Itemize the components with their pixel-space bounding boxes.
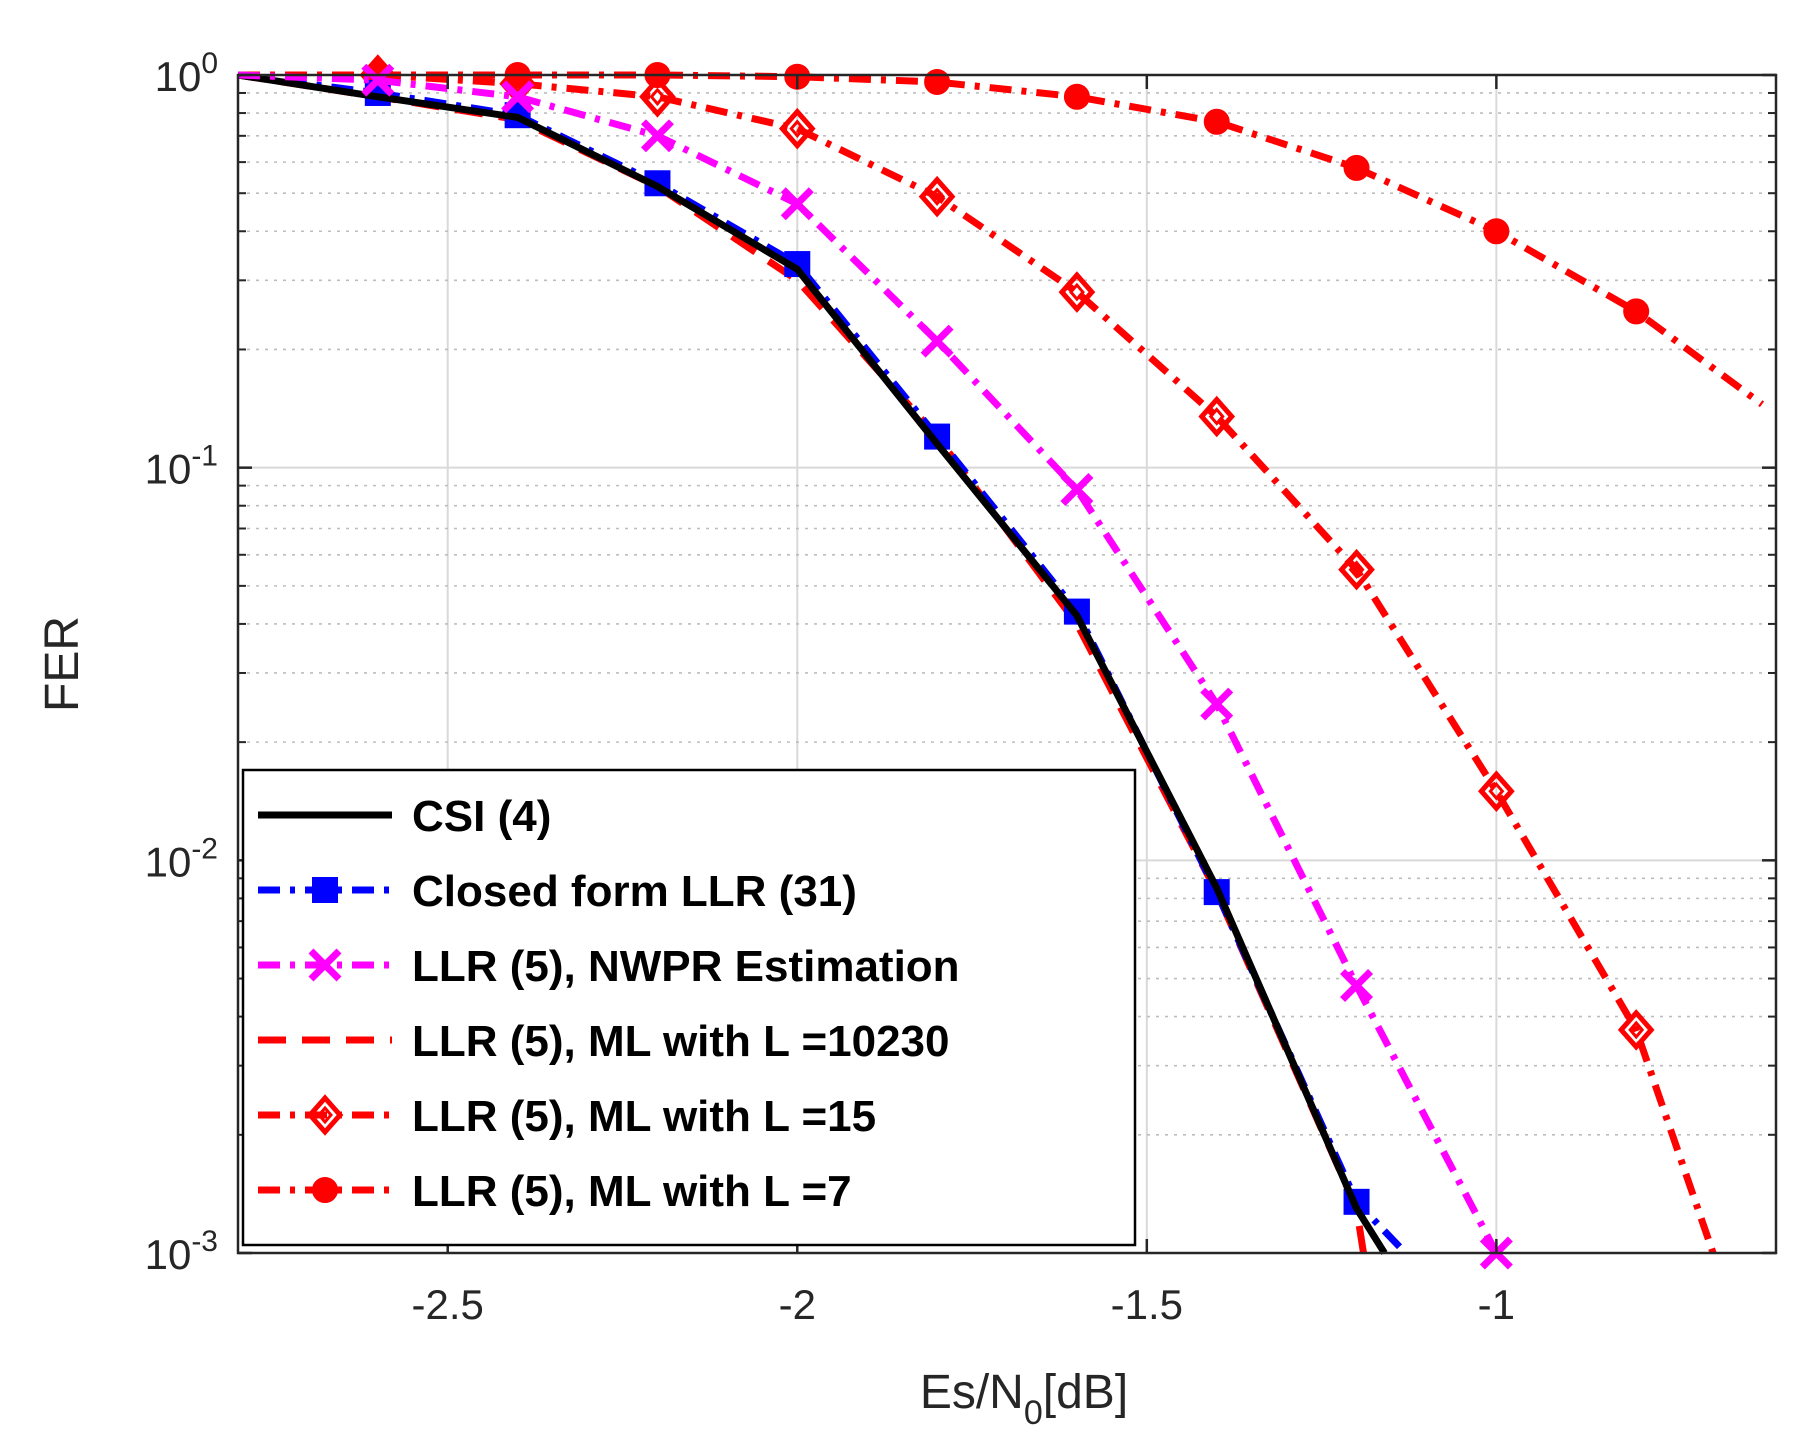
legend-marker — [312, 1177, 338, 1203]
legend-marker — [308, 948, 342, 982]
legend-label: LLR (5), ML with L =15 — [412, 1092, 876, 1141]
legend-entry: LLR (5), ML with L =7 — [258, 1167, 852, 1216]
data-point — [1060, 472, 1094, 506]
data-point — [1338, 548, 1375, 591]
x-axis-label: Es/N0[dB] — [920, 1366, 1128, 1432]
data-point — [1617, 1009, 1655, 1051]
diamond-outer — [778, 107, 816, 150]
series-line — [238, 71, 1717, 1255]
data-point — [920, 324, 954, 358]
data-point — [918, 175, 956, 218]
diamond-inner — [509, 74, 526, 94]
data-point — [924, 68, 951, 95]
diamond-outer — [639, 76, 676, 118]
legend-box — [241, 768, 1137, 1247]
data-point — [1343, 154, 1370, 181]
data-point — [1058, 271, 1096, 313]
legend-entry: LLR (5), NWPR Estimation — [258, 942, 960, 991]
tick-layer: -2.5 -2 -1.5 -1 100 10-1 10-2 10-3 — [145, 47, 1776, 1328]
diamond-inner — [789, 119, 806, 138]
x-stroke-b — [501, 80, 535, 114]
series-2 — [237, 63, 1513, 1270]
data-point — [640, 119, 674, 153]
data-point — [361, 63, 395, 97]
series-line — [237, 71, 1409, 1256]
legend-entry: LLR (5), ML with L =15 — [258, 1092, 876, 1141]
y-tick-label: 10-1 — [145, 440, 218, 493]
legend-marker — [312, 877, 338, 903]
series-0 — [237, 71, 1388, 1255]
legend-label: Closed form LLR (31) — [412, 867, 857, 916]
x-tick-label: -2 — [779, 1281, 816, 1328]
plot-frame — [236, 73, 1778, 1255]
x-tick-label: -2.5 — [412, 1281, 484, 1328]
y-tick-label: 100 — [155, 47, 218, 100]
legend-label: LLR (5), ML with L =10230 — [412, 1017, 950, 1066]
data-point — [639, 76, 676, 118]
series-line — [237, 71, 1500, 1255]
x-tick-label: -1.5 — [1111, 1281, 1183, 1328]
diamond-inner — [1488, 781, 1505, 801]
legend-entry: LLR (5), ML with L =10230 — [258, 1017, 950, 1066]
x-tick-label: -1 — [1478, 1281, 1515, 1328]
legend: CSI (4) Closed form LLR (31) LLR (5), NWPR… — [241, 768, 1137, 1247]
x-axis-label-main: Es/N — [920, 1366, 1024, 1419]
x-stroke-b — [1060, 472, 1094, 506]
data-point — [1063, 83, 1090, 110]
data-point — [501, 80, 535, 114]
diamond-inner — [1348, 560, 1365, 579]
data-point — [1198, 395, 1236, 438]
diamond-inner — [1628, 1020, 1645, 1040]
x-axis-label-tail: [dB] — [1043, 1366, 1128, 1419]
data-point — [1340, 969, 1374, 1002]
y-axis-label: FER — [36, 616, 89, 712]
legend-label: LLR (5), NWPR Estimation — [412, 942, 960, 991]
legend-label: CSI (4) — [412, 792, 551, 841]
diamond-inner — [317, 1105, 333, 1125]
diamond-inner — [929, 187, 946, 206]
y-tick-label: 10-2 — [145, 832, 218, 885]
legend-entry: Closed form LLR (31) — [258, 867, 857, 916]
diamond-outer — [918, 175, 956, 218]
diamond-outer — [1198, 395, 1236, 438]
diamond-inner — [1208, 407, 1225, 426]
data-point — [780, 187, 814, 221]
data-point — [778, 107, 816, 150]
diamond-outer — [1617, 1009, 1655, 1051]
diamond-outer — [1478, 770, 1515, 812]
data-point — [1623, 298, 1650, 325]
diamond-inner — [1068, 282, 1085, 302]
legend-entry: CSI (4) — [258, 792, 551, 841]
data-point — [1203, 108, 1230, 135]
data-point — [1200, 687, 1234, 721]
x-stroke-b — [920, 324, 954, 358]
x-stroke-b — [640, 119, 674, 153]
diamond-outer — [1338, 548, 1375, 591]
x-stroke-b — [308, 948, 342, 982]
x-stroke-b — [1340, 969, 1374, 1002]
data-point — [1483, 218, 1510, 245]
data-point — [1478, 770, 1515, 812]
legend-label: LLR (5), ML with L =7 — [412, 1167, 852, 1216]
series-line — [237, 71, 1388, 1255]
diamond-outer — [1058, 271, 1096, 313]
x-stroke-b — [361, 63, 395, 97]
diamond-inner — [649, 87, 666, 107]
diamond-outer — [306, 1094, 344, 1136]
x-stroke-b — [780, 187, 814, 221]
y-tick-label: 10-3 — [145, 1225, 218, 1278]
legend-marker — [306, 1094, 344, 1136]
x-axis-label-sub: 0 — [1024, 1394, 1043, 1432]
x-stroke-b — [1200, 687, 1234, 721]
